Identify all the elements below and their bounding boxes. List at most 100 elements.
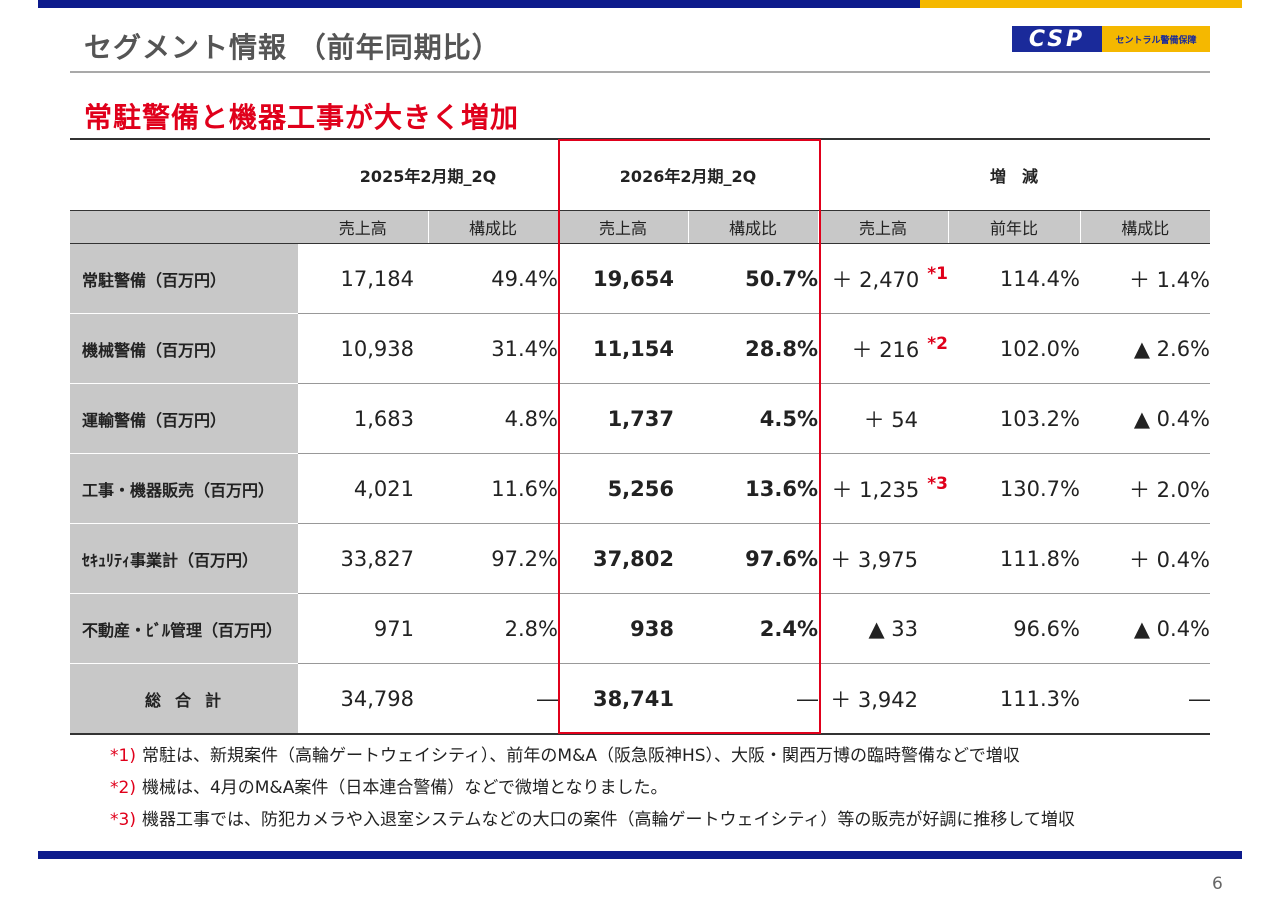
diff-ratio: ▲ 0.4%	[1080, 383, 1211, 454]
diff-sales: ＋ 3,975	[818, 523, 948, 594]
cur-ratio: 13.6%	[688, 453, 818, 524]
cur-sales: 38,741	[558, 663, 688, 735]
sub-header-diff-sales: 売上高	[817, 210, 948, 244]
cur-ratio: ―	[688, 663, 818, 735]
prev-ratio: 97.2%	[428, 523, 558, 594]
prev-sales: 17,184	[298, 243, 428, 314]
sub-header-yoy: 前年比	[947, 210, 1080, 244]
sub-header-cur-ratio: 構成比	[687, 210, 818, 244]
cur-ratio: 4.5%	[688, 383, 818, 454]
cur-sales: 11,154	[558, 313, 688, 384]
prev-ratio: ―	[428, 663, 558, 735]
row-label: 総合計	[70, 663, 298, 735]
logo-text: セントラル警備保障	[1102, 26, 1210, 52]
diff-ratio: ＋ 0.4%	[1080, 523, 1211, 594]
period-header-cur: 2026年2月期_2Q	[558, 138, 818, 211]
headline: 常駐警備と機器工事が大きく増加	[84, 101, 520, 134]
footnote-mark: *3)	[110, 810, 136, 830]
diff-sales-value: ▲ 33	[868, 616, 918, 641]
prev-sales: 34,798	[298, 663, 428, 735]
row-label: 機械警備（百万円）	[70, 313, 298, 384]
diff-sales-value: ＋ 54	[863, 407, 918, 432]
period-header-diff: 増 減	[818, 138, 1211, 211]
diff-sales-value: ＋ 2,470	[831, 267, 920, 292]
cur-ratio: 97.6%	[688, 523, 818, 594]
cur-sales: 37,802	[558, 523, 688, 594]
header-blank	[70, 138, 298, 211]
note-mark: *3	[927, 473, 948, 494]
footnote-mark: *2)	[110, 778, 136, 798]
title-divider	[70, 71, 1210, 73]
cur-sales: 1,737	[558, 383, 688, 454]
segment-table: 2025年2月期_2Q 2026年2月期_2Q 増 減 売上高 構成比 売上高 …	[70, 138, 1211, 735]
top-bar-yellow	[920, 0, 1242, 8]
row-label: 工事・機器販売（百万円）	[70, 453, 298, 524]
prev-sales: 4,021	[298, 453, 428, 524]
row-label: 運輸警備（百万円）	[70, 383, 298, 454]
diff-sales-value: ＋ 3,942	[830, 687, 918, 712]
yoy: 96.6%	[948, 593, 1080, 664]
diff-sales: ▲ 33	[818, 593, 948, 664]
yoy: 102.0%	[948, 313, 1080, 384]
sub-header-blank	[70, 210, 298, 244]
prev-ratio: 11.6%	[428, 453, 558, 524]
prev-ratio: 49.4%	[428, 243, 558, 314]
footnote: *3) 機器工事では、防犯カメラや入退室システムなどの大口の案件（高輪ゲートウェイ…	[110, 804, 1075, 836]
prev-ratio: 31.4%	[428, 313, 558, 384]
diff-sales-value: ＋ 216	[851, 337, 920, 362]
diff-ratio: ―	[1080, 663, 1211, 735]
cur-sales: 5,256	[558, 453, 688, 524]
diff-ratio: ▲ 2.6%	[1080, 313, 1211, 384]
sub-header-prev-sales: 売上高	[298, 210, 428, 244]
sub-header-row: 売上高 構成比 売上高 構成比 売上高 前年比 構成比	[70, 210, 1211, 244]
footnote-text: 機器工事では、防犯カメラや入退室システムなどの大口の案件（高輪ゲートウェイシティ…	[141, 810, 1075, 830]
page-title: セグメント情報 （前年同期比）	[84, 31, 501, 64]
diff-sales: ＋ 3,942	[818, 663, 948, 735]
row-label: 常駐警備（百万円）	[70, 243, 298, 314]
diff-sales-value: ＋ 3,975	[830, 547, 918, 572]
diff-ratio: ＋ 1.4%	[1080, 243, 1211, 314]
table-row: 運輸警備（百万円） 1,683 4.8% 1,737 4.5% ＋ 54 103…	[70, 383, 1211, 454]
page-number: 6	[1212, 874, 1223, 894]
row-label: ｾｷｭﾘﾃｨ事業計（百万円）	[70, 523, 298, 594]
footnote-text: 機械は、4月のM&A案件（日本連合警備）などで微増となりました。	[141, 778, 668, 798]
cur-ratio: 50.7%	[688, 243, 818, 314]
footnotes: *1) 常駐は、新規案件（高輪ゲートウェイシティ）、前年のM&A（阪急阪神HS）、…	[110, 740, 1075, 836]
cur-sales: 938	[558, 593, 688, 664]
note-mark: *2	[927, 333, 948, 354]
table-row: 工事・機器販売（百万円） 4,021 11.6% 5,256 13.6% ＋ 1…	[70, 453, 1211, 524]
yoy: 111.3%	[948, 663, 1080, 735]
diff-sales: ＋ 1,235 *3	[818, 453, 948, 524]
prev-ratio: 4.8%	[428, 383, 558, 454]
yoy: 111.8%	[948, 523, 1080, 594]
note-mark: *1	[927, 263, 948, 284]
diff-sales: ＋ 216 *2	[818, 313, 948, 384]
diff-ratio: ▲ 0.4%	[1080, 593, 1211, 664]
diff-sales: ＋ 54	[818, 383, 948, 454]
row-label: 不動産・ﾋﾞﾙ管理（百万円）	[70, 593, 298, 664]
top-bar-blue	[38, 0, 920, 8]
prev-sales: 971	[298, 593, 428, 664]
prev-sales: 33,827	[298, 523, 428, 594]
table-row: 常駐警備（百万円） 17,184 49.4% 19,654 50.7% ＋ 2,…	[70, 243, 1211, 314]
yoy: 114.4%	[948, 243, 1080, 314]
yoy: 130.7%	[948, 453, 1080, 524]
sub-header-prev-ratio: 構成比	[427, 210, 558, 244]
footnote-mark: *1)	[110, 746, 136, 766]
logo-mark: CSP	[1012, 26, 1102, 52]
prev-ratio: 2.8%	[428, 593, 558, 664]
bottom-bar	[38, 851, 1242, 859]
footnote: *1) 常駐は、新規案件（高輪ゲートウェイシティ）、前年のM&A（阪急阪神HS）、…	[110, 740, 1075, 772]
prev-sales: 1,683	[298, 383, 428, 454]
table-row: 機械警備（百万円） 10,938 31.4% 11,154 28.8% ＋ 21…	[70, 313, 1211, 384]
cur-sales: 19,654	[558, 243, 688, 314]
company-logo: CSP セントラル警備保障	[1012, 26, 1210, 52]
table-row: ｾｷｭﾘﾃｨ事業計（百万円） 33,827 97.2% 37,802 97.6%…	[70, 523, 1211, 594]
table-row-total: 総合計 34,798 ― 38,741 ― ＋ 3,942 111.3% ―	[70, 663, 1211, 735]
diff-ratio: ＋ 2.0%	[1080, 453, 1211, 524]
prev-sales: 10,938	[298, 313, 428, 384]
table-row: 不動産・ﾋﾞﾙ管理（百万円） 971 2.8% 938 2.4% ▲ 33 96…	[70, 593, 1211, 664]
footnote-text: 常駐は、新規案件（高輪ゲートウェイシティ）、前年のM&A（阪急阪神HS）、大阪・…	[141, 746, 1020, 766]
sub-header-diff-ratio: 構成比	[1079, 210, 1211, 244]
cur-ratio: 28.8%	[688, 313, 818, 384]
